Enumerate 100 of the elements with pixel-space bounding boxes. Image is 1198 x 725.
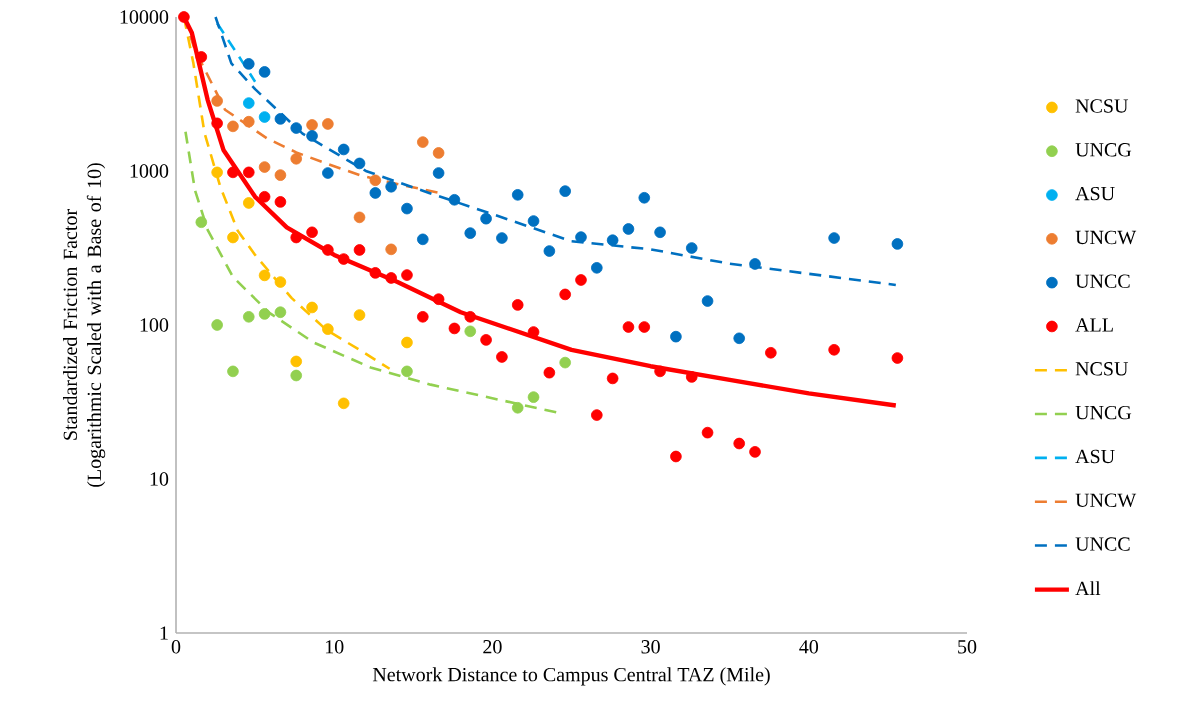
point [211,95,223,107]
legend-label: All [1075,581,1101,596]
point [733,332,745,345]
point [274,113,287,125]
point [258,308,271,320]
legend-label: ALL [1075,318,1113,332]
point [701,426,714,439]
x-tick-label: 50 [958,640,977,654]
point [322,323,334,335]
point [401,365,413,378]
point [416,233,429,246]
point [353,211,366,224]
point [606,372,619,385]
point [638,321,651,333]
point [385,272,397,284]
point [306,130,318,142]
point [211,319,223,331]
legend-label: UNCG [1075,405,1132,420]
point [211,117,223,130]
point [258,161,271,173]
point [274,196,287,208]
point [322,118,334,130]
point [622,321,635,333]
y-tick-label: 1000 [130,164,169,178]
point [701,295,714,307]
x-tick-label: 40 [799,640,819,654]
y-tick-label: 100 [140,318,169,332]
point [606,234,619,247]
point [258,269,271,282]
point [290,122,303,134]
point [337,253,350,265]
point [195,51,208,63]
point [511,189,524,201]
point [322,167,334,179]
point [559,288,571,301]
point [242,58,255,70]
point [290,369,303,382]
point [638,191,651,204]
point [591,409,603,421]
point [353,244,366,256]
point [733,437,745,450]
point [511,401,524,414]
point [242,166,255,179]
point [258,66,271,78]
point [543,245,556,257]
point [464,227,477,239]
y-axis-title: Standardized Friction Factor (Logarithmic Scaled with a Base of 10) [63,163,106,487]
point [559,185,571,197]
point [480,212,492,225]
x-tick-label: 10 [325,640,344,654]
point [685,242,698,254]
point [416,136,429,148]
x-axis-title: Network Distance to Campus Central TAZ (Mile) [372,667,770,686]
legend-label: UNCC [1075,537,1130,551]
point [306,226,318,239]
point [290,355,303,368]
point [242,197,255,209]
point [432,167,445,179]
point [543,366,556,379]
point [258,191,271,203]
point [591,262,603,274]
point [448,322,461,335]
point [227,166,239,179]
point [670,330,682,343]
legend-label: NCSU [1075,362,1129,376]
point [891,238,904,250]
point [258,111,271,123]
point [828,232,840,244]
legend-label: NCSU [1075,99,1129,113]
point [654,365,666,378]
point [480,334,492,346]
line-series [214,15,898,287]
line-series [184,130,559,414]
legend-label: ASU [1075,186,1115,201]
point [828,344,840,356]
legend-label: UNCG [1075,143,1132,157]
point [274,306,287,319]
point [685,371,698,383]
legend-label: UNCW [1075,493,1137,508]
legend-label: UNCW [1075,230,1137,245]
point [654,226,666,239]
point [527,215,540,227]
point [670,450,682,463]
point [242,115,255,128]
point [306,301,318,314]
point [749,446,761,458]
point [337,143,350,156]
point [464,325,477,338]
point [432,293,445,306]
point [227,231,239,244]
point [178,11,190,23]
point [749,258,761,270]
x-tick-label: 0 [171,640,181,654]
y-tick-label: 10000 [120,10,169,24]
point [401,202,413,215]
point [227,365,239,378]
point [274,169,287,181]
point [274,276,287,288]
point [290,153,303,165]
point [401,269,413,281]
